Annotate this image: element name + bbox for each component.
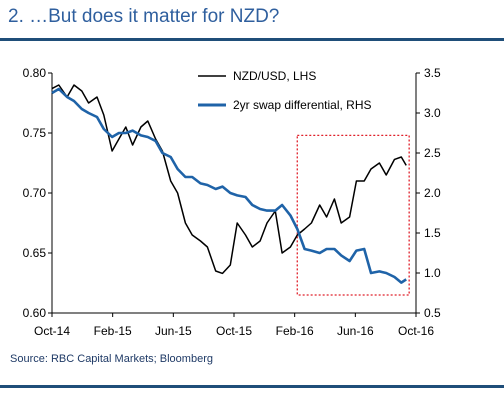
y-left-tick-label: 0.80 — [23, 66, 47, 80]
legend-label-swap: 2yr swap differential, RHS — [233, 98, 372, 112]
highlight-dashed-box — [296, 134, 410, 296]
chart-axes: 0.60 0.65 0.70 0.75 0.80 0.5 1.0 1.5 2.0 2.5 3.0 3.… — [23, 66, 441, 338]
y-left-tick-label: 0.75 — [23, 126, 47, 140]
x-tick-label: Jun-16 — [337, 324, 374, 338]
page-title: 2. …But does it matter for NZD? — [8, 6, 280, 27]
chart: 0.60 0.65 0.70 0.75 0.80 0.5 1.0 1.5 2.0 2.5 3.0 3.… — [23, 66, 441, 338]
x-tick-label: Oct-16 — [398, 324, 434, 338]
y-right-tick-label: 0.5 — [424, 306, 441, 320]
x-tick-label: Feb-15 — [94, 324, 132, 338]
bottom-divider — [0, 385, 504, 388]
series-layer — [51, 84, 407, 284]
swap-differential-series-line — [51, 87, 407, 284]
y-right-tick-label: 2.0 — [424, 186, 441, 200]
x-tick-label: Oct-15 — [216, 324, 252, 338]
legend-label-nzdusd: NZD/USD, LHS — [233, 69, 316, 83]
highlight-box-layer — [296, 134, 410, 296]
y-right-tick-label: 3.0 — [424, 106, 441, 120]
nzdusd-series-line — [51, 84, 407, 275]
x-tick-label: Feb-16 — [276, 324, 314, 338]
y-right-tick-label: 1.5 — [424, 226, 441, 240]
x-tick-label: Oct-14 — [34, 324, 70, 338]
y-left-tick-label: 0.65 — [23, 246, 47, 260]
y-left-tick-label: 0.70 — [23, 186, 47, 200]
title-divider — [0, 38, 504, 41]
y-left-tick-label: 0.60 — [23, 306, 47, 320]
legend: NZD/USD, LHS 2yr swap differential, RHS — [198, 69, 372, 112]
y-right-tick-label: 1.0 — [424, 266, 441, 280]
chart-source: Source: RBC Capital Markets; Bloomberg — [10, 353, 213, 365]
y-right-tick-label: 3.5 — [424, 66, 441, 80]
y-right-tick-label: 2.5 — [424, 146, 441, 160]
x-tick-label: Jun-15 — [155, 324, 192, 338]
